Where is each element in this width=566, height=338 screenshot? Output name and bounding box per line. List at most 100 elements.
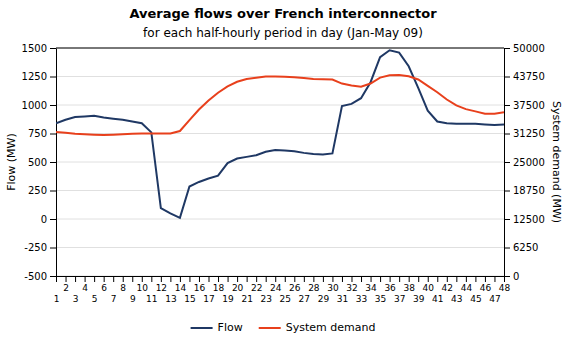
tick-mark [56,276,57,282]
legend: Flow System demand [191,321,376,334]
tick-mark [209,276,210,282]
tick-mark [285,276,286,282]
x-tick: 48 [499,276,511,293]
x-tick-label: 33 [356,294,367,304]
tick-mark [456,276,457,282]
legend-swatch [191,327,213,329]
x-tick-label: 36 [384,283,396,293]
y2-tick: 0 [504,271,519,282]
x-tick: 42 [442,276,453,293]
tick-mark [50,162,56,163]
tick-mark [437,276,438,282]
tick-mark [504,276,510,277]
x-axis: 1234567891011121314151617181920212223242… [54,276,511,304]
x-tick-label: 25 [280,294,291,304]
x-tick: 20 [232,276,244,293]
tick-mark [371,276,372,282]
x-tick-label: 8 [120,283,126,293]
x-tick: 4 [82,276,88,293]
x-tick: 22 [251,276,262,293]
x-tick-label: 4 [82,283,88,293]
x-tick-label: 26 [289,283,301,293]
x-tick-label: 21 [241,294,252,304]
x-tick: 30 [327,276,339,293]
x-tick-label: 18 [213,283,225,293]
y2-tick: 12500 [504,214,545,225]
tick-mark [247,276,248,282]
legend-label: Flow [218,321,243,334]
y2-tick: 6250 [504,242,538,253]
x-tick: 6 [101,276,107,293]
x-tick: 44 [461,276,473,293]
y2-tick-label: 25000 [513,157,545,168]
x-tick-label: 10 [137,283,149,293]
x-tick: 9 [130,276,136,304]
x-tick: 8 [120,276,126,293]
tick-mark [50,77,56,78]
y-tick: -500 [24,271,56,282]
tick-mark [466,276,467,282]
tick-mark [180,276,181,282]
x-tick: 12 [156,276,167,293]
x-tick-label: 19 [222,294,234,304]
y2-tick: 50000 [504,43,545,54]
x-tick: 14 [175,276,187,293]
y-tick-label: 0 [41,214,47,225]
y-tick-label: 250 [28,185,47,196]
y2-tick: 18750 [504,185,545,196]
tick-mark [237,276,238,282]
y2-axis-title: System demand (MW) [550,101,563,223]
grid [56,48,504,276]
title: Average flows over French interconnector [129,6,437,21]
tick-mark [504,248,510,249]
legend-label: System demand [286,321,376,334]
tick-mark [151,276,152,282]
y2-tick-label: 43750 [513,71,545,82]
tick-mark [390,276,391,282]
grid-line [56,105,504,106]
tick-mark [142,276,143,282]
tick-mark [323,276,324,282]
x-tick-label: 39 [413,294,425,304]
x-tick-label: 28 [308,283,320,293]
x-tick-label: 44 [461,283,473,293]
subtitle: for each half-hourly period in day (Jan-… [143,26,423,40]
tick-mark [361,276,362,282]
y2-tick-label: 18750 [513,185,545,196]
x-tick-label: 40 [423,283,435,293]
x-tick-label: 45 [470,294,481,304]
x-tick: 40 [423,276,435,293]
line [56,75,504,135]
y2-tick-label: 12500 [513,214,545,225]
tick-mark [218,276,219,282]
x-tick-label: 32 [346,283,357,293]
legend-item: System demand [259,321,376,334]
tick-mark [351,276,352,282]
x-tick: 1 [54,276,60,304]
y-tick-label: 500 [28,157,47,168]
x-tick: 7 [111,276,117,304]
line [56,50,504,218]
y-axis: -500-2500250500750100012501500 [22,43,57,282]
y2-tick: 37500 [504,100,545,111]
x-tick-label: 47 [489,294,500,304]
y-tick: 0 [41,214,56,225]
y-tick: 250 [28,185,56,196]
y2-tick-label: 31250 [513,128,545,139]
tick-mark [504,77,510,78]
x-tick: 5 [92,276,98,304]
tick-mark [50,134,56,135]
y2-tick-label: 37500 [513,100,545,111]
grid-line [56,190,504,191]
y-axis-title: Flow (MW) [5,133,18,191]
x-tick: 46 [480,276,492,293]
tick-mark [50,105,56,106]
y2-tick: 31250 [504,128,545,139]
y-tick: 500 [28,157,56,168]
x-tick: 38 [403,276,415,293]
y-tick-label: -250 [24,242,47,253]
y-tick: 1250 [22,71,56,82]
x-tick-label: 43 [451,294,462,304]
y2-tick-label: 50000 [513,43,545,54]
tick-mark [504,219,510,220]
